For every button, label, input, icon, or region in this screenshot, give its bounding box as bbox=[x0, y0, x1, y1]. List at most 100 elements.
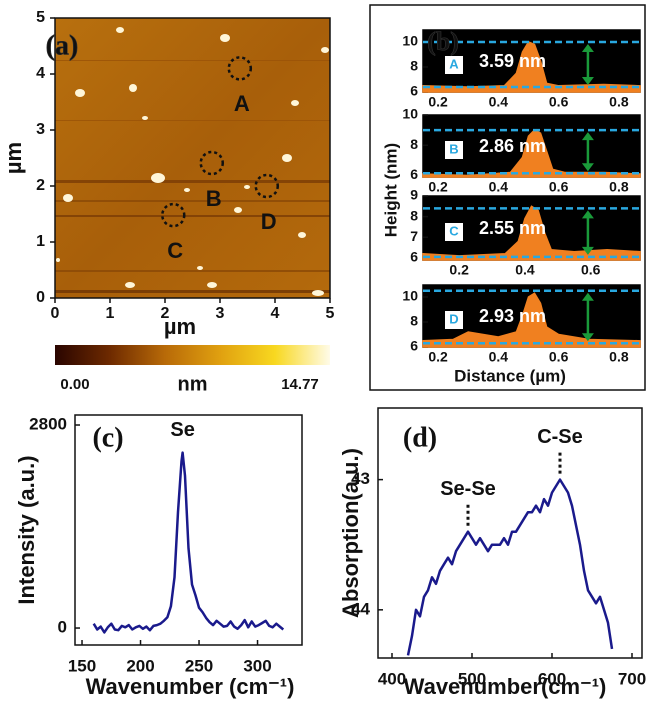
x-tick-label: 150 bbox=[68, 656, 96, 675]
marker-label: B bbox=[206, 186, 222, 211]
x-tick-label: 0 bbox=[51, 305, 60, 322]
particle bbox=[184, 188, 190, 192]
height-annotation: 2.93 nm bbox=[479, 306, 546, 326]
x-tick-label: 300 bbox=[243, 656, 271, 675]
y-tick-label: 7 bbox=[410, 228, 418, 244]
annotation: C-Se bbox=[537, 426, 583, 448]
profile-letter: D bbox=[449, 311, 458, 326]
particle bbox=[298, 232, 306, 238]
particle bbox=[151, 173, 165, 183]
x-tick-label: 4 bbox=[271, 305, 280, 322]
scan-streak bbox=[55, 270, 330, 272]
particle bbox=[197, 266, 203, 270]
particle bbox=[220, 34, 230, 42]
height-annotation: 2.86 nm bbox=[479, 136, 546, 156]
particle bbox=[244, 185, 250, 189]
y-axis-label: Intensity (a.u.) bbox=[14, 455, 39, 604]
y-tick-label: 10 bbox=[402, 288, 418, 304]
particle bbox=[207, 282, 217, 288]
y-tick-label: 6 bbox=[410, 249, 418, 265]
annotation: Se-Se bbox=[440, 478, 496, 500]
y-tick-label: 6 bbox=[410, 338, 418, 354]
x-tick-label: 0.6 bbox=[549, 94, 569, 110]
particle bbox=[282, 154, 292, 162]
x-tick-label: 0.8 bbox=[609, 349, 629, 365]
y-tick-label: 3 bbox=[36, 121, 45, 138]
colorbar-tick-label: 14.77 bbox=[281, 376, 319, 393]
y-tick-label: 0 bbox=[58, 618, 67, 637]
x-tick-label: 0.2 bbox=[428, 349, 448, 365]
x-tick-label: 3 bbox=[216, 305, 225, 322]
marker-label: D bbox=[261, 209, 277, 234]
y-axis-label: µm bbox=[1, 142, 26, 174]
panel-label: (c) bbox=[92, 422, 123, 453]
panel-label: (a) bbox=[46, 30, 79, 61]
x-tick-label: 0.6 bbox=[549, 179, 569, 195]
y-tick-label: 1 bbox=[36, 233, 45, 250]
colorbar bbox=[55, 345, 330, 365]
annotation: Se bbox=[170, 419, 194, 441]
x-tick-label: 5 bbox=[326, 305, 335, 322]
colorbar-tick-label: 0.00 bbox=[60, 376, 89, 393]
x-tick-label: 0.2 bbox=[449, 262, 469, 278]
particle bbox=[129, 84, 137, 92]
scan-streak bbox=[55, 120, 330, 121]
profile-letter: C bbox=[449, 223, 459, 238]
x-tick-label: 250 bbox=[185, 656, 213, 675]
x-tick-label: 1 bbox=[106, 305, 115, 322]
scan-streak bbox=[55, 215, 330, 217]
marker-label: A bbox=[234, 91, 250, 116]
panel-label: (b) bbox=[427, 27, 459, 56]
profile-letter: A bbox=[449, 56, 459, 71]
x-tick-label: 0.6 bbox=[581, 262, 601, 278]
x-tick-label: 0.4 bbox=[489, 179, 509, 195]
y-tick-label: 4 bbox=[36, 65, 45, 82]
scan-streak bbox=[55, 290, 330, 293]
x-tick-label: 0.2 bbox=[428, 179, 448, 195]
spectrum-line bbox=[408, 480, 612, 656]
x-axis-label: Distance (µm) bbox=[454, 366, 566, 385]
y-tick-label: 2800 bbox=[29, 414, 67, 433]
x-axis-label: Wavenumber (cm⁻¹) bbox=[86, 674, 295, 699]
particle bbox=[116, 27, 124, 33]
colorbar-label: nm bbox=[178, 373, 208, 395]
y-tick-label: 8 bbox=[410, 313, 418, 329]
particle bbox=[56, 258, 60, 262]
y-tick-label: 2 bbox=[36, 177, 45, 194]
x-tick-label: 0.4 bbox=[489, 349, 509, 365]
x-axis-label: µm bbox=[164, 314, 196, 339]
scan-streak bbox=[55, 180, 330, 183]
particle bbox=[63, 194, 73, 202]
spectrum-line bbox=[94, 453, 284, 633]
scan-streak bbox=[55, 200, 330, 202]
y-tick-label: 9 bbox=[410, 187, 418, 203]
figure: 012345012345µmµmABCD(a)0.0014.77nm0.20.4… bbox=[0, 0, 650, 701]
height-annotation: 2.55 nm bbox=[479, 218, 546, 238]
particle bbox=[142, 116, 148, 120]
scan-streak bbox=[55, 60, 330, 61]
particle bbox=[234, 207, 242, 213]
x-tick-label: 0.6 bbox=[549, 349, 569, 365]
y-tick-label: 8 bbox=[410, 136, 418, 152]
x-tick-label: 0.4 bbox=[489, 94, 509, 110]
y-tick-label: 6 bbox=[410, 83, 418, 99]
x-tick-label: 0.4 bbox=[515, 262, 535, 278]
x-axis-label: Wavenumber(cm⁻¹) bbox=[404, 674, 607, 699]
y-tick-label: 8 bbox=[410, 58, 418, 74]
particle bbox=[321, 47, 329, 53]
profile-letter: B bbox=[449, 141, 458, 156]
y-tick-label: 6 bbox=[410, 166, 418, 182]
x-tick-label: 200 bbox=[126, 656, 154, 675]
particle bbox=[312, 290, 324, 296]
y-axis-label: Absorption(a.u.) bbox=[338, 448, 363, 618]
particle bbox=[125, 282, 135, 288]
marker-label: C bbox=[167, 238, 183, 263]
particle bbox=[291, 100, 299, 106]
x-tick-label: 700 bbox=[618, 669, 646, 688]
height-annotation: 3.59 nm bbox=[479, 51, 546, 71]
x-tick-label: 0.2 bbox=[428, 94, 448, 110]
y-tick-label: 10 bbox=[402, 33, 418, 49]
y-tick-label: 5 bbox=[36, 9, 45, 26]
panel-label: (d) bbox=[403, 422, 437, 453]
y-tick-label: 10 bbox=[402, 106, 418, 122]
